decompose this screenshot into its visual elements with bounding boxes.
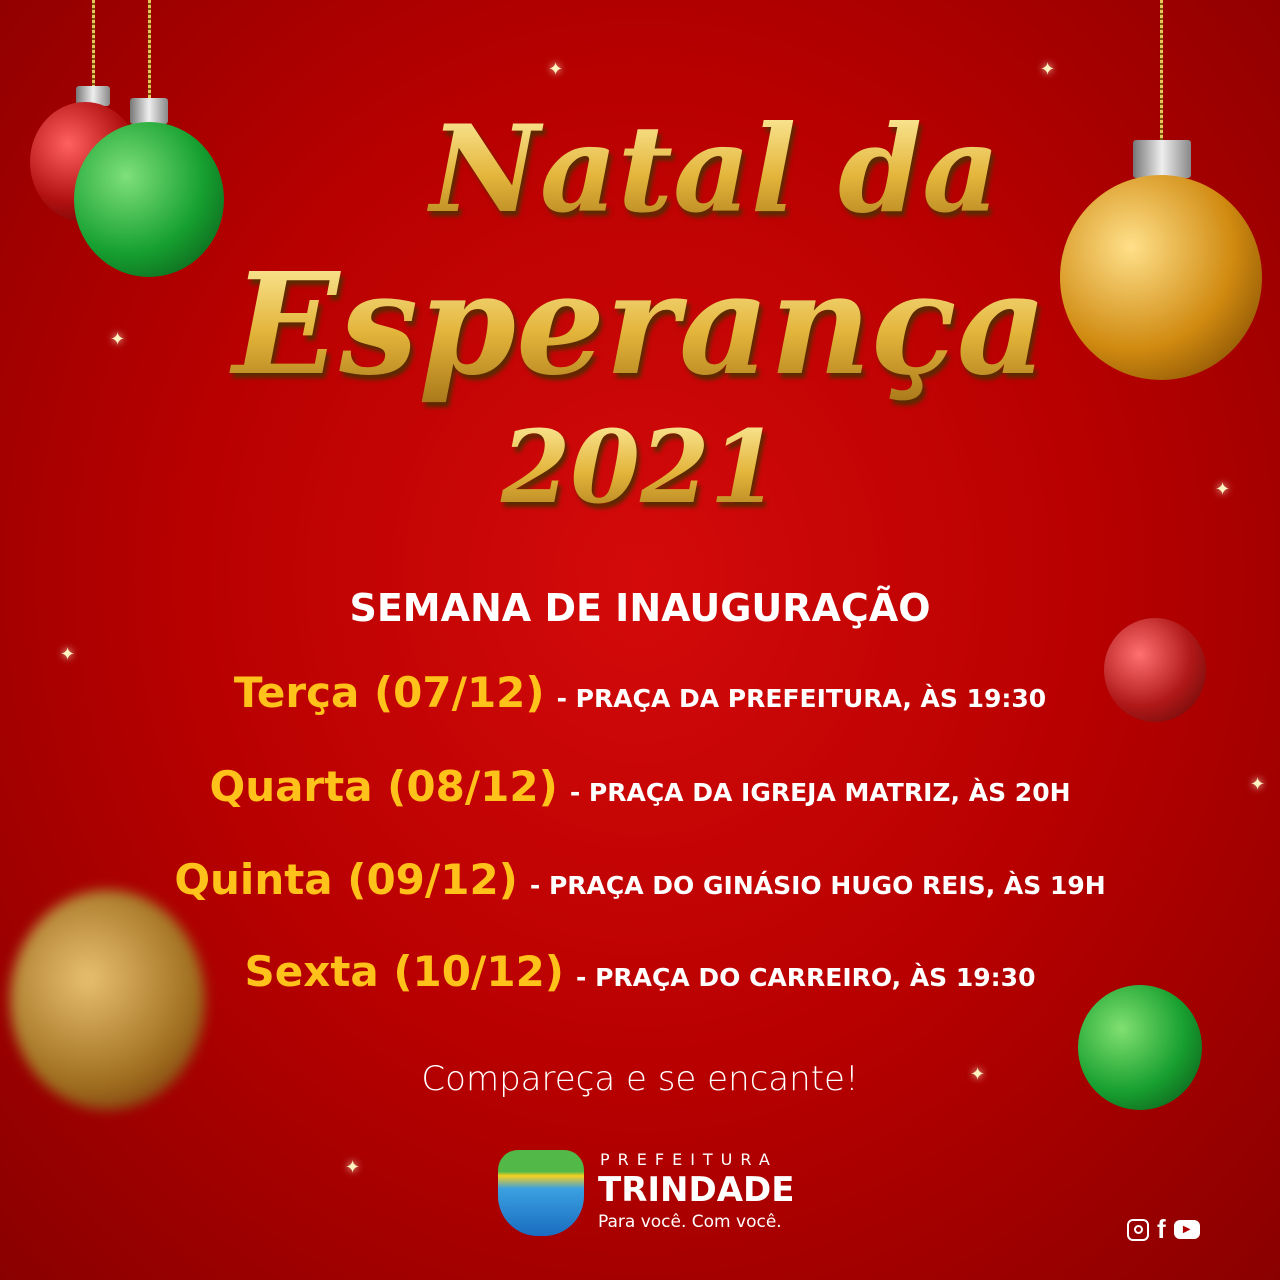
title-line2: Esperança xyxy=(0,245,1280,405)
schedule-place: - PRAÇA DO GINÁSIO HUGO REIS, ÀS 19H xyxy=(529,871,1106,900)
schedule-place: - PRAÇA DO CARREIRO, ÀS 19:30 xyxy=(576,963,1036,992)
sparkle-icon: ✦ xyxy=(1215,480,1230,500)
logo-trindade: TRINDADE xyxy=(598,1170,795,1210)
schedule-row: Quarta (08/12) - PRAÇA DA IGREJA MATRIZ, … xyxy=(0,760,1280,823)
title-line1: Natal da xyxy=(0,100,1280,240)
facebook-icon[interactable]: f xyxy=(1157,1214,1166,1244)
schedule-place: - PRAÇA DA IGREJA MATRIZ, ÀS 20H xyxy=(569,778,1071,807)
red-ornament-small xyxy=(1104,618,1206,722)
gold-ornament xyxy=(1060,175,1262,380)
schedule-row: Sexta (10/12) - PRAÇA DO CARREIRO, ÀS 19:… xyxy=(0,945,1280,1008)
title-year: 2021 xyxy=(0,410,1280,525)
sparkle-icon: ✦ xyxy=(60,644,76,665)
chain xyxy=(92,0,95,90)
green-ornament-small xyxy=(1078,985,1202,1110)
call-to-action: Compareça e se encante! xyxy=(421,1059,859,1099)
schedule-row: Quinta (09/12) - PRAÇA DO GINÁSIO HUGO RE… xyxy=(0,853,1280,916)
chain xyxy=(1160,0,1163,140)
sparkle-icon: ✦ xyxy=(1250,774,1266,795)
logo-slogan: Para você. Com você. xyxy=(598,1212,782,1232)
schedule-place: - PRAÇA DA PREFEITURA, ÀS 19:30 xyxy=(556,684,1047,713)
green-ornament xyxy=(74,122,224,277)
sparkle-icon: ✦ xyxy=(345,1157,361,1178)
instagram-icon[interactable] xyxy=(1127,1218,1149,1241)
social-icons: f ▶ xyxy=(1127,1214,1200,1245)
ornament-cap xyxy=(1133,140,1191,178)
blurred-gold-ornament xyxy=(10,890,205,1110)
youtube-icon[interactable]: ▶ xyxy=(1173,1220,1200,1239)
logo-prefeitura: PREFEITURA xyxy=(600,1150,778,1169)
schedule-day: Quarta (08/12) xyxy=(209,762,558,811)
schedule-day: Terça (07/12) xyxy=(233,668,545,717)
sparkle-icon: ✦ xyxy=(110,330,125,350)
ornament-cap xyxy=(76,86,110,106)
schedule-row: Terça (07/12) - PRAÇA DA PREFEITURA, ÀS 1… xyxy=(0,666,1280,729)
schedule-day: Sexta (10/12) xyxy=(244,947,565,996)
sparkle-icon: ✦ xyxy=(1040,59,1056,80)
sparkle-icon: ✦ xyxy=(548,59,564,80)
subtitle: SEMANA DE INAUGURAÇÃO xyxy=(349,586,931,630)
chain xyxy=(148,0,151,100)
schedule-day: Quinta (09/12) xyxy=(174,855,518,904)
ornament-cap xyxy=(130,98,168,124)
trindade-logo-emblem xyxy=(498,1150,584,1236)
sparkle-icon: ✦ xyxy=(970,1064,986,1085)
